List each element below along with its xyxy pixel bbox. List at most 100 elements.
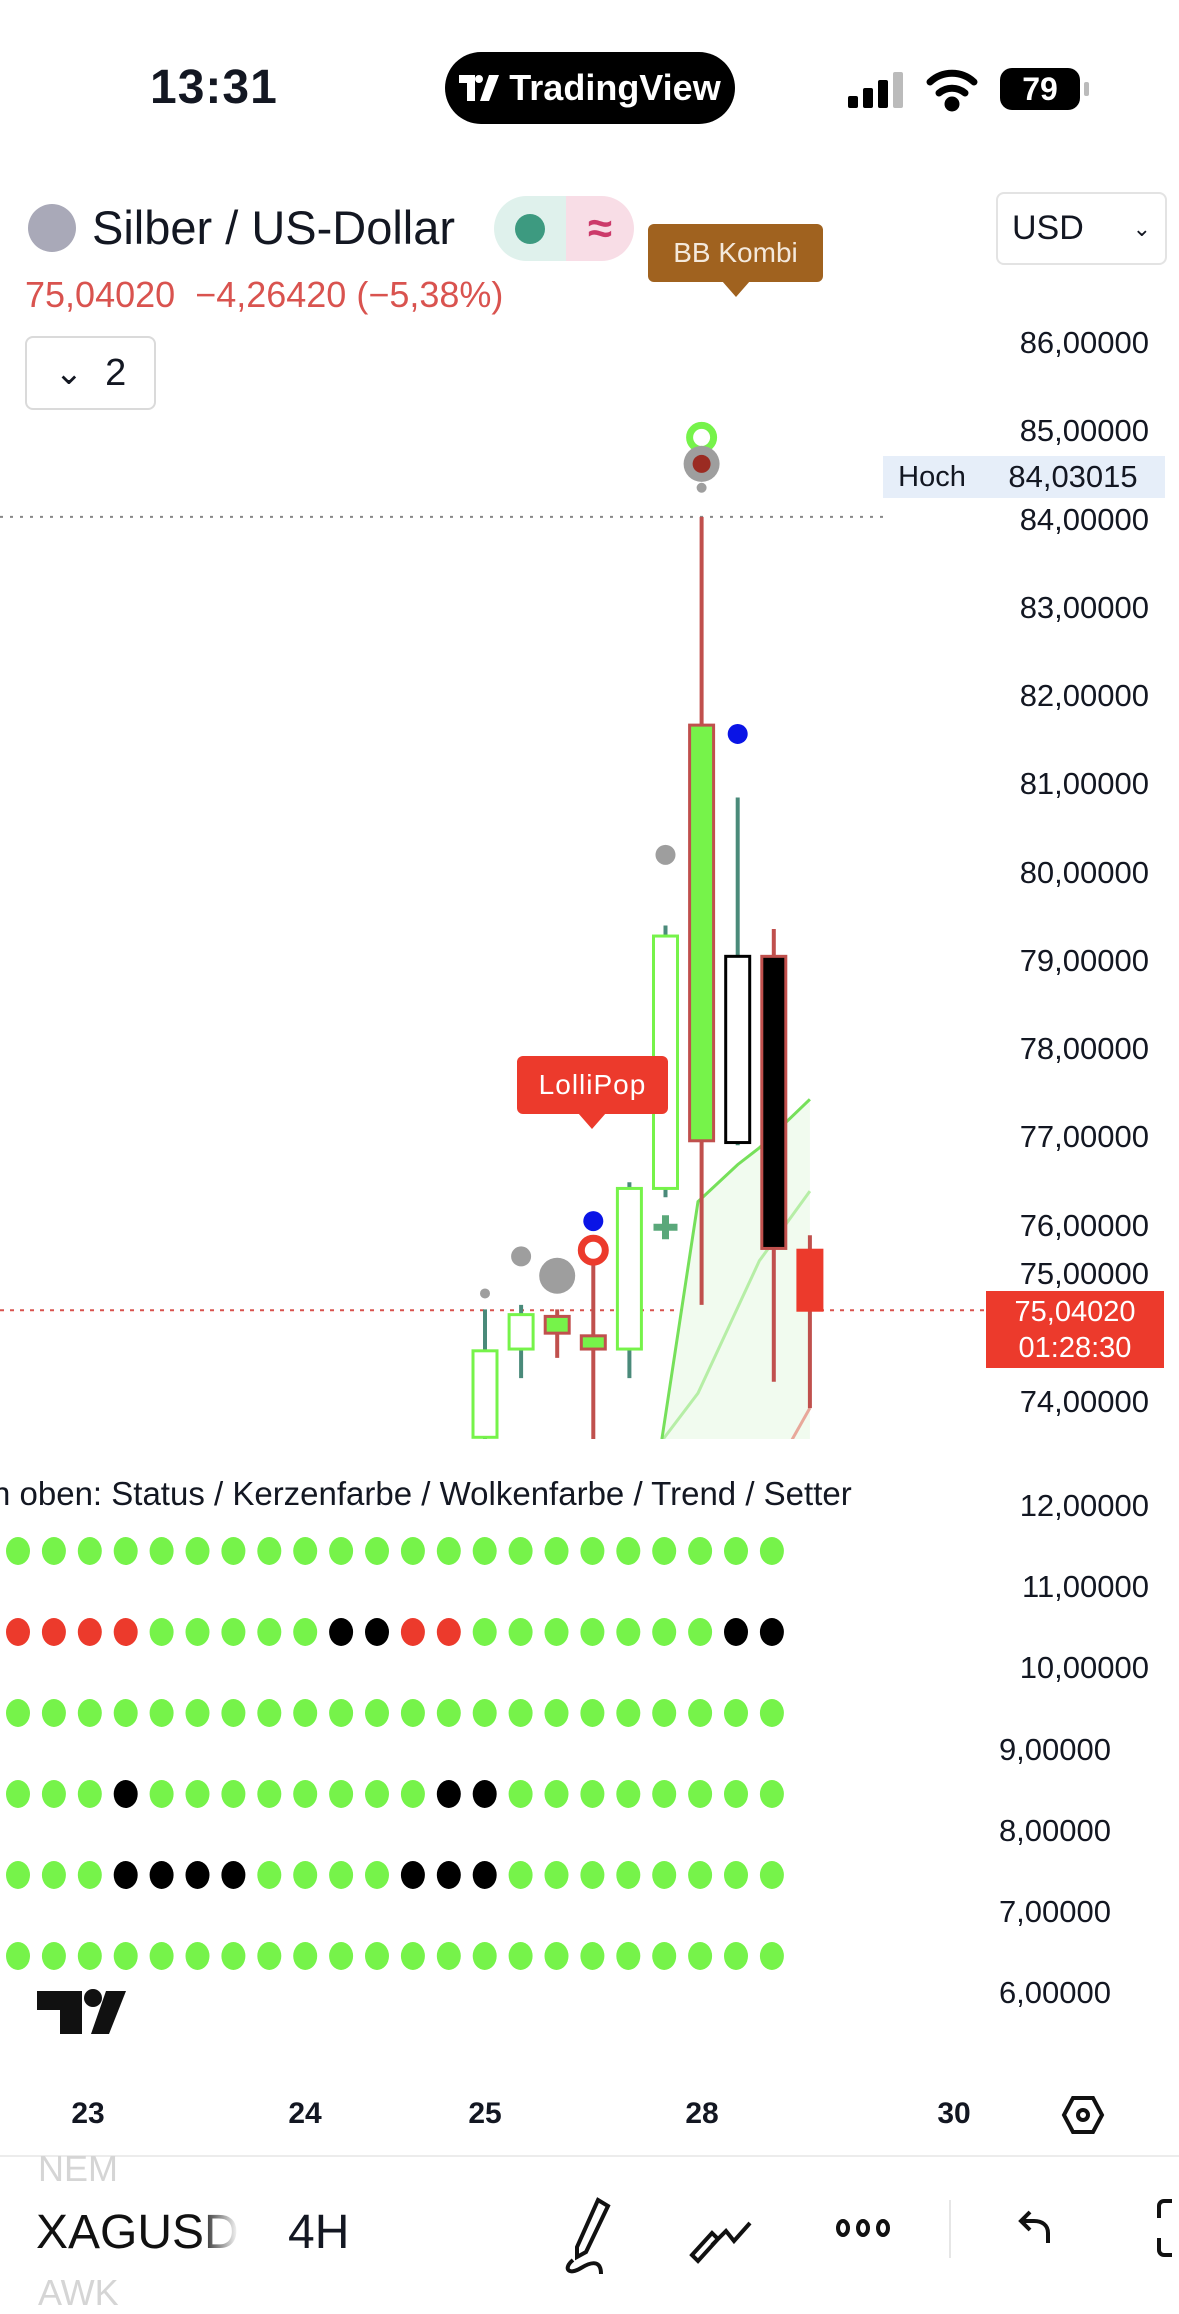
indicator-dot [400,1861,425,1889]
last-price-value: 75,04020 [1014,1296,1136,1328]
indicator-dot [41,1537,66,1565]
indicator-dot [400,1537,425,1565]
indicator-dot [759,1861,784,1889]
ring-marker [577,1234,609,1266]
indicator-dot [257,1942,282,1970]
indicator-dot [616,1942,641,1970]
price-tick-label: 74,00000 [1019,1384,1149,1419]
high-value: 84,03015 [981,456,1165,498]
indicator-dot [652,1699,677,1727]
indicator-dot [759,1618,784,1646]
indicator-dot [508,1780,533,1808]
indicator-dot [580,1618,605,1646]
indicator-dot [652,1618,677,1646]
tradingview-label: TradingView [509,67,721,108]
indicator-dot [436,1537,461,1565]
indicator-dot [293,1861,318,1889]
indicator-dot [185,1699,210,1727]
indicator-dot [257,1699,282,1727]
time-tick-label: 30 [937,2097,971,2130]
indicator-dot [616,1618,641,1646]
indicator-dot [41,1699,66,1727]
price-tick-label: 86,00000 [1019,325,1149,360]
indicator-dot [759,1699,784,1727]
battery-tip [1084,82,1089,96]
cloud-red-line [790,1407,812,1439]
candle [507,1304,535,1379]
symbol-button[interactable]: XAGUSD [36,2206,239,2259]
indicator-dot [185,1861,210,1889]
indicator-dot [724,1618,748,1646]
market-status-pill[interactable]: ≈ [494,196,634,261]
indicators-toggle-button[interactable]: ⌄ 2 [25,336,156,410]
indicator-dot [41,1942,66,1970]
indicator-dot [149,1699,174,1727]
indicator-dot [400,1942,425,1970]
indicator-dot [724,1861,748,1889]
wifi-icon [926,69,978,112]
price-tick-label: 83,00000 [1019,589,1149,625]
indicator-dot [293,1618,318,1646]
indicator-dot [688,1780,713,1808]
indicator-dot [221,1861,246,1889]
high-label: Hoch [883,456,981,498]
indicator-dot [257,1861,282,1889]
indicator-dot [149,1942,174,1970]
price-tick-label: 79,00000 [1019,942,1149,978]
currency-select[interactable]: USD ⌄ [996,192,1167,265]
indicator-count: 2 [105,351,127,394]
next-symbol[interactable]: AWK [38,2272,119,2313]
time-tick-label: 28 [685,2097,719,2130]
currency-value: USD [1012,209,1084,247]
indicator-tick-label: 10,00000 [1019,1650,1149,1686]
symbol-title[interactable]: Silber / US-Dollar [92,201,456,254]
candle-body [796,1248,824,1312]
price-tick-label: 85,00000 [1019,413,1149,449]
indicator-dot [41,1861,66,1889]
price-tick-label: 82,00000 [1019,678,1149,713]
tradingview-pill[interactable]: TradingView [445,52,735,124]
candle-body [724,954,752,1145]
indicator-dot [759,1780,784,1808]
indicator-dot [293,1537,318,1565]
price-tick-label: 81,00000 [1019,766,1149,802]
red-core-marker [692,454,711,473]
indicator-dot [436,1942,461,1970]
price-tick-label: 80,00000 [1019,854,1149,890]
indicator-tick-label: 11,00000 [1022,1569,1149,1605]
indicator-dot [580,1699,605,1727]
indicator-dot [652,1861,677,1889]
indicator-dot [365,1780,389,1808]
indicator-dot [508,1942,533,1970]
indicator-dot [544,1618,569,1646]
indicator-dot [113,1942,138,1970]
indicator-dot [652,1942,677,1970]
indicator-dot [652,1537,677,1565]
indicator-dot [724,1942,748,1970]
approx-icon: ≈ [566,196,634,261]
indicator-dot [77,1780,102,1808]
indicator-dot [329,1942,354,1970]
indicator-dot [77,1699,102,1727]
indicator-dot [365,1942,389,1970]
candle-body [471,1349,499,1439]
indicator-legend: n oben: Status / Kerzenfarbe / Wolkenfar… [0,1475,852,1512]
indicator-dot [688,1699,713,1727]
last-price: 75,04020 [25,274,176,315]
indicator-dot [724,1699,748,1727]
dot-marker [480,1288,490,1299]
price-tick-label: 75,00000 [1019,1255,1149,1291]
timeframe-button[interactable]: 4H [288,2206,350,2259]
indicator-dot [580,1861,605,1889]
indicator-dot [365,1618,389,1646]
indicator-dot [293,1699,318,1727]
prev-symbol[interactable]: NEM [38,2148,118,2189]
indicator-dot [77,1861,102,1889]
indicator-dot [508,1537,533,1565]
candle [688,516,716,1305]
indicator-dot [436,1618,461,1646]
indicator-dot [113,1861,138,1889]
battery-indicator: 79 [1000,68,1080,110]
indicator-tick-label: 8,00000 [998,1812,1111,1848]
